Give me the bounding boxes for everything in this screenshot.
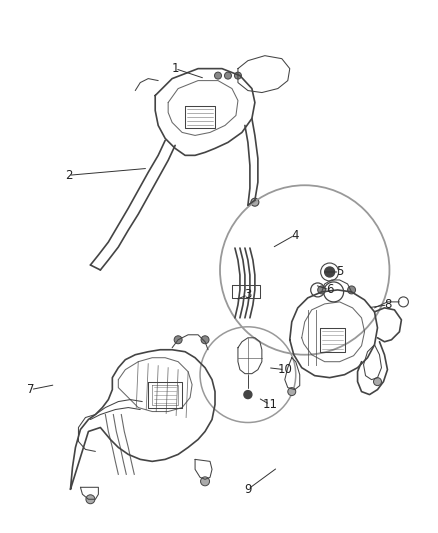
Circle shape bbox=[86, 495, 95, 504]
Circle shape bbox=[348, 286, 356, 294]
Text: 5: 5 bbox=[336, 265, 343, 278]
Text: 8: 8 bbox=[384, 298, 391, 311]
Circle shape bbox=[225, 72, 231, 79]
Circle shape bbox=[244, 391, 252, 399]
Circle shape bbox=[318, 286, 326, 294]
Circle shape bbox=[174, 336, 182, 344]
Circle shape bbox=[325, 267, 335, 277]
Text: 9: 9 bbox=[244, 483, 252, 496]
Circle shape bbox=[201, 477, 209, 486]
Text: 1: 1 bbox=[171, 62, 179, 75]
Text: 4: 4 bbox=[291, 229, 299, 241]
Circle shape bbox=[215, 72, 222, 79]
Text: 3: 3 bbox=[244, 288, 251, 301]
Text: 7: 7 bbox=[27, 383, 34, 396]
Text: 2: 2 bbox=[65, 169, 72, 182]
Text: 11: 11 bbox=[262, 398, 277, 411]
Text: 6: 6 bbox=[326, 284, 333, 296]
Circle shape bbox=[288, 387, 296, 395]
Circle shape bbox=[251, 198, 259, 206]
Circle shape bbox=[374, 378, 381, 385]
Text: 10: 10 bbox=[277, 363, 292, 376]
Circle shape bbox=[201, 336, 209, 344]
Circle shape bbox=[234, 72, 241, 79]
